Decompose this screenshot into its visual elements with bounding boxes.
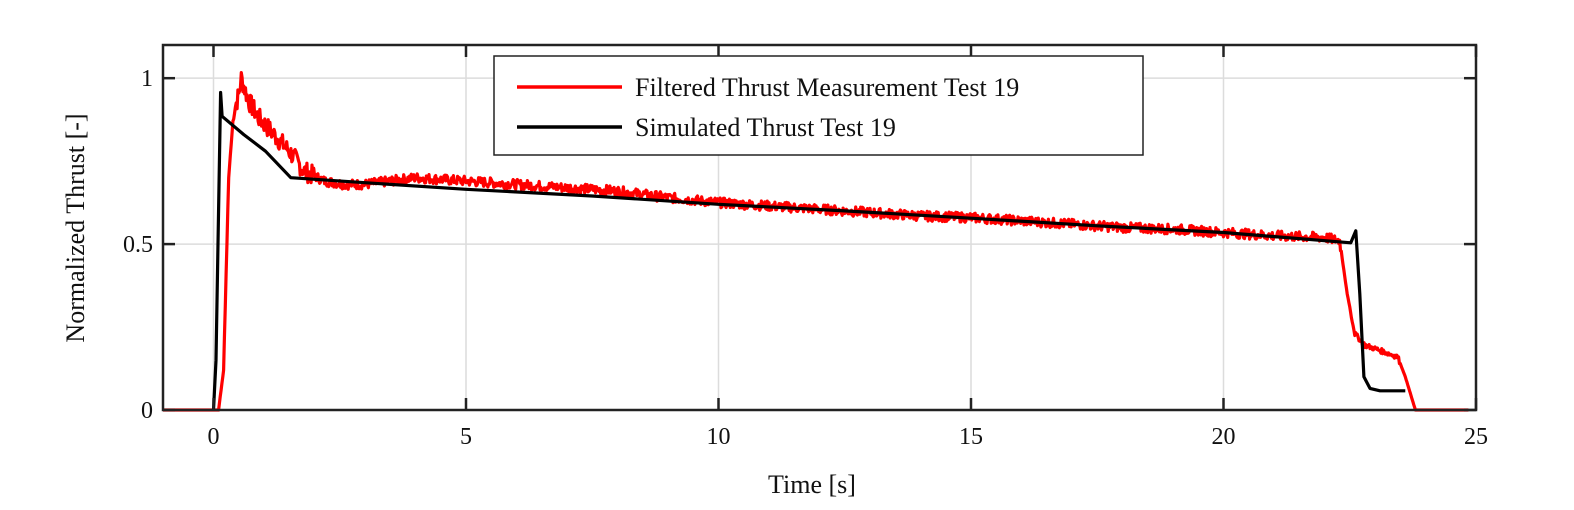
x-axis-label: Time [s] — [768, 470, 856, 499]
x-tick-label: 25 — [1464, 424, 1488, 450]
x-tick-label: 0 — [208, 424, 220, 450]
y-axis-label: Normalized Thrust [-] — [61, 113, 90, 342]
legend-box — [493, 55, 1144, 156]
x-tick-label: 20 — [1212, 424, 1236, 450]
y-tick-label: 0.5 — [123, 232, 153, 258]
series-line-simulated-thrust — [211, 90, 1406, 411]
x-tick-label: 15 — [959, 424, 983, 450]
legend-label-simulated: Simulated Thrust Test 19 — [635, 113, 896, 142]
x-tick-label: 10 — [707, 424, 731, 450]
y-tick-label: 0 — [141, 398, 153, 424]
series-layer — [162, 70, 1470, 412]
legend-label-measured: Filtered Thrust Measurement Test 19 — [635, 73, 1019, 102]
plot-frame — [161, 43, 1478, 412]
x-tick-label: 5 — [460, 424, 472, 450]
ticks: 0 5 10 15 20 25 0 0.5 1 — [123, 45, 1488, 450]
legend: Filtered Thrust Measurement Test 19 Simu… — [493, 55, 1144, 156]
y-tick-label: 1 — [141, 66, 153, 92]
